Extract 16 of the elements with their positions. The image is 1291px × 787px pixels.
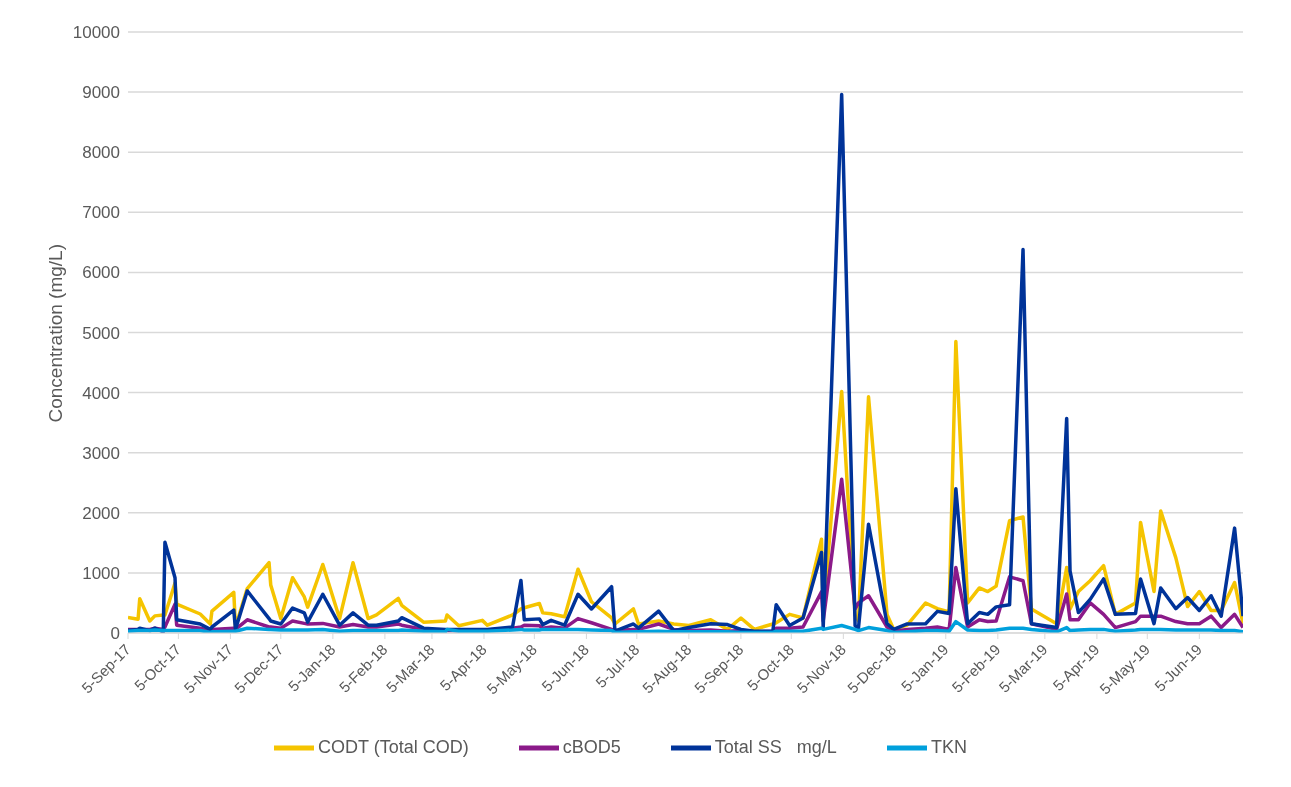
y-tick-label: 2000 (82, 503, 120, 523)
legend-label: Total SS mg/L (714, 736, 837, 757)
y-tick-label: 10000 (72, 23, 120, 43)
legend-label: TKN (930, 736, 967, 757)
y-tick-label: 7000 (82, 203, 120, 223)
y-axis-title: Concentration (mg/L) (44, 244, 66, 423)
y-tick-label: 8000 (82, 143, 120, 163)
y-tick-label: 1000 (82, 563, 120, 583)
y-tick-label: 5000 (82, 323, 120, 343)
legend-label: cBOD5 (562, 736, 621, 757)
y-tick-label: 0 (110, 624, 120, 644)
legend-label: CODT (Total COD) (318, 736, 469, 757)
y-tick-label: 3000 (82, 443, 120, 463)
y-tick-label: 6000 (82, 263, 120, 283)
y-tick-label: 4000 (82, 383, 120, 403)
y-tick-label: 9000 (82, 83, 120, 103)
